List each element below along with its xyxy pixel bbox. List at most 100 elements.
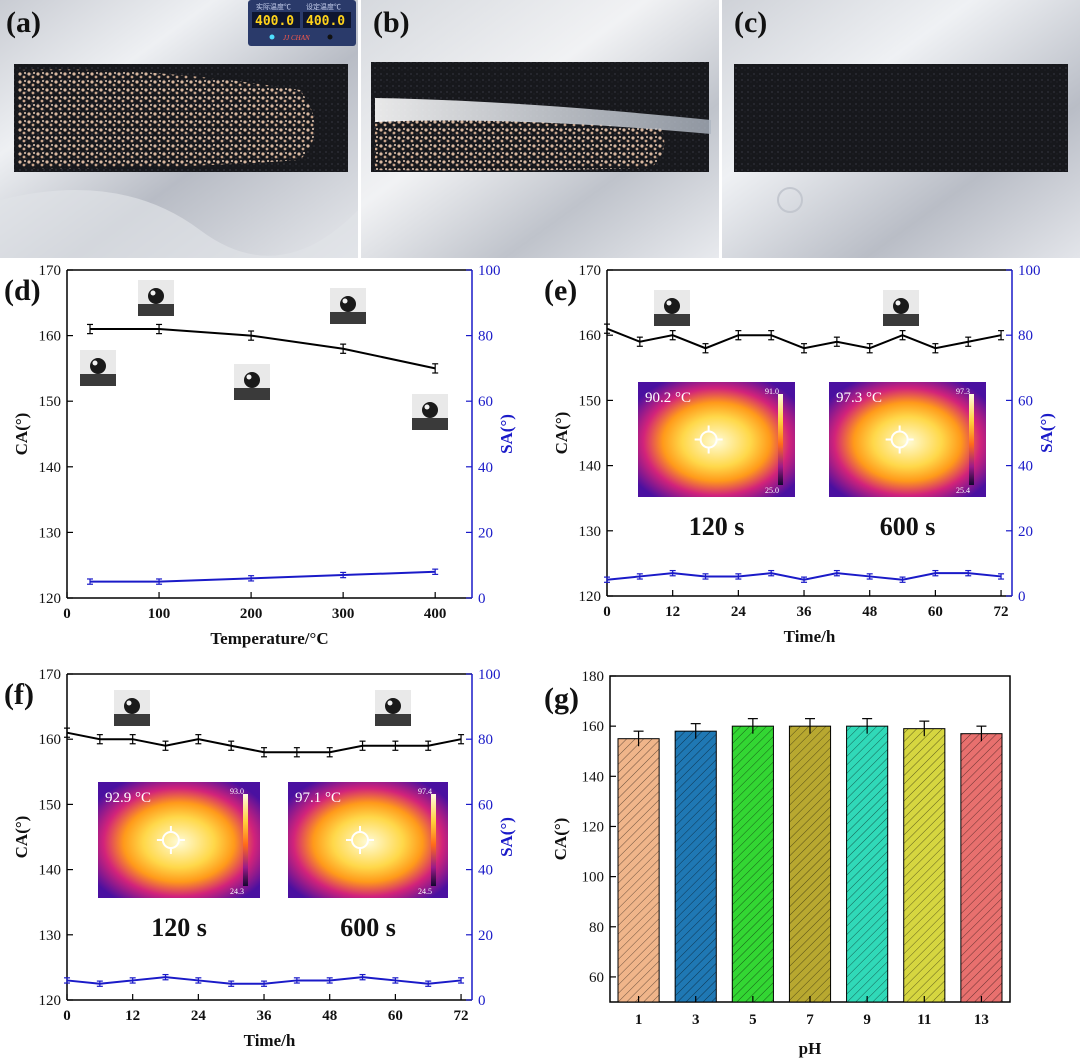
inset-time-label: 120 s (689, 512, 745, 541)
droplet-image-end (375, 690, 411, 726)
y-tick-label: 120 (582, 819, 605, 835)
x-tick-label: 12 (125, 1008, 140, 1024)
x-tick-label: 36 (257, 1008, 273, 1024)
thermal-colorbar (431, 794, 436, 886)
y-right-tick-label: 60 (1018, 393, 1033, 409)
y-left-tick-label: 140 (39, 460, 62, 476)
y-left-tick-label: 160 (39, 732, 62, 748)
controller-right-caption: 设定温度℃ (306, 2, 341, 11)
y-axis-title: CA(°) (551, 818, 570, 861)
y-left-tick-label: 150 (39, 394, 62, 410)
droplet-substrate (654, 314, 690, 326)
x-tick-label: 200 (240, 606, 263, 622)
droplet (422, 402, 438, 418)
series-line-sa (90, 570, 436, 583)
y-tick-label: 60 (589, 970, 604, 986)
droplet-highlight (246, 374, 252, 380)
droplet-substrate (234, 388, 270, 400)
chart-panel-f: (f) 0 12 24 36 48 60 72 120 130 140 150 160 170 0 20 40 6… (4, 667, 516, 1050)
bar-hatch (903, 728, 945, 1002)
y-right-tick-label: 20 (478, 928, 493, 944)
y-left-axis-title: CA(°) (12, 816, 31, 859)
droplet-substrate (412, 418, 448, 430)
droplet-substrate (375, 714, 411, 726)
droplet-image-100c (138, 280, 174, 316)
y-right-tick-label: 100 (1018, 263, 1041, 279)
droplet-image-25c (80, 350, 116, 386)
x-tick-label: 60 (928, 604, 943, 620)
x-axis-title: Time/h (784, 627, 836, 646)
chart-panel-e: (e) 0 12 24 36 48 60 72 120 130 140 150 160 170 0 20 40 6… (544, 263, 1056, 646)
y-right-tick-label: 80 (478, 732, 493, 748)
chart-panel-d: (d) 0 100 200 300 400 120 130 140 150 160 170 0 20 40 6… (4, 263, 516, 648)
y-right-tick-label: 40 (478, 460, 493, 476)
y-right-tick-label: 60 (478, 394, 493, 410)
photo-panel-a: 实际温度℃ 设定温度℃ 400.0 400.0 JJ CHAN (a) (0, 0, 358, 258)
droplet-highlight (150, 290, 156, 296)
droplet-substrate (883, 314, 919, 326)
droplet (244, 372, 260, 388)
y-left-tick-label: 160 (39, 329, 62, 345)
y-right-tick-label: 80 (478, 329, 493, 345)
droplet-substrate (114, 714, 150, 726)
y-left-tick-label: 140 (579, 459, 602, 475)
droplet (340, 296, 356, 312)
x-tick-label: 0 (63, 1008, 71, 1024)
y-left-axis-title: CA(°) (552, 412, 571, 455)
y-tick-label: 100 (582, 870, 605, 886)
y-right-tick-label: 100 (478, 263, 501, 279)
thermal-max-label: 97.3 (956, 387, 970, 396)
y-right-axis-title: SA(°) (1037, 413, 1056, 453)
y-left-tick-label: 140 (39, 863, 62, 879)
y-right-tick-label: 20 (478, 525, 493, 541)
y-tick-label: 140 (582, 769, 605, 785)
thermal-temp-readout: 97.1 °C (295, 790, 341, 806)
droplet-image-300c (330, 288, 366, 324)
droplet-highlight (424, 404, 430, 410)
y-right-tick-label: 80 (1018, 328, 1033, 344)
x-tick-label: 72 (454, 1008, 469, 1024)
y-right-tick-label: 60 (478, 797, 493, 813)
droplet-substrate (138, 304, 174, 316)
y-right-tick-label: 0 (1018, 589, 1026, 605)
bar-hatch (675, 731, 717, 1002)
thermal-max-label: 93.0 (230, 787, 244, 796)
inset-time-label: 120 s (151, 913, 207, 942)
controller-brand: JJ CHAN (283, 34, 310, 42)
x-tick-label: 60 (388, 1008, 403, 1024)
x-tick-label: 24 (191, 1008, 207, 1024)
thermal-colorbar (243, 794, 248, 886)
droplet-highlight (895, 300, 901, 306)
droplet-highlight (92, 360, 98, 366)
panel-label: (g) (544, 682, 579, 715)
droplet (148, 288, 164, 304)
panel-label: (d) (4, 274, 41, 307)
photo-panel-c: (c) (722, 0, 1080, 258)
panel-label: (e) (544, 274, 577, 307)
y-right-tick-label: 40 (1018, 459, 1033, 475)
y-left-tick-label: 130 (579, 524, 602, 540)
thermal-temp-readout: 92.9 °C (105, 790, 151, 806)
photo-b (361, 0, 719, 258)
y-right-axis-title: SA(°) (497, 414, 516, 454)
droplet (90, 358, 106, 374)
y-left-axis-title: CA(°) (12, 413, 31, 456)
bar-hatch (846, 726, 888, 1002)
x-tick-label: 3 (692, 1012, 700, 1028)
controller-led (269, 34, 275, 40)
thermal-temp-readout: 97.3 °C (836, 390, 882, 406)
droplet-substrate (80, 374, 116, 386)
droplet-highlight (126, 700, 132, 706)
y-left-tick-label: 130 (39, 928, 62, 944)
x-tick-label: 7 (806, 1012, 814, 1028)
y-left-tick-label: 170 (579, 263, 602, 279)
panel-label-c: (c) (734, 6, 768, 39)
y-left-tick-label: 170 (39, 667, 62, 683)
x-tick-label: 0 (63, 606, 71, 622)
x-tick-label: 72 (994, 604, 1009, 620)
controller-left-caption: 实际温度℃ (256, 2, 291, 11)
y-right-tick-label: 100 (478, 667, 501, 683)
x-tick-label: 48 (862, 604, 877, 620)
temperature-controller: 实际温度℃ 设定温度℃ 400.0 400.0 JJ CHAN (248, 0, 356, 46)
